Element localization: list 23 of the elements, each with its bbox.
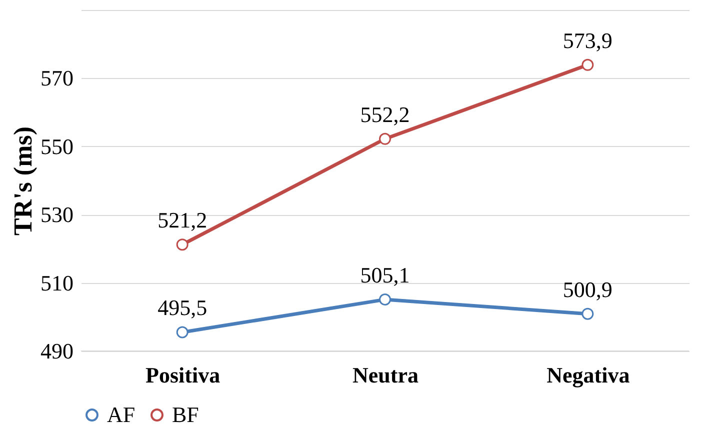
- point: [379, 132, 391, 145]
- data-label: 521,2: [158, 208, 208, 233]
- y-tick-label: 510: [40, 270, 74, 296]
- x-tick-label: Negativa: [546, 362, 630, 388]
- data-label: 505,1: [360, 262, 410, 288]
- y-tick-label: 490: [40, 338, 74, 364]
- legend-label: AF: [107, 402, 136, 427]
- data-label: 495,5: [158, 295, 208, 320]
- data-label: 552,2: [360, 102, 410, 127]
- legend-label: BF: [172, 402, 199, 427]
- x-tick-label: Neutra: [352, 362, 418, 388]
- y-tick-label: 530: [40, 202, 74, 228]
- data-label: 573,9: [562, 28, 612, 53]
- point: [582, 58, 594, 71]
- y-tick-label: 570: [40, 66, 74, 91]
- point: [379, 294, 391, 306]
- y-tick-label: 550: [40, 134, 74, 159]
- point: [582, 308, 594, 320]
- point: [176, 326, 188, 338]
- point: [176, 238, 188, 251]
- x-tick-label: Positiva: [146, 362, 220, 388]
- data-label: 500,9: [562, 276, 612, 302]
- y-axis-title: TR's (ms): [8, 126, 38, 236]
